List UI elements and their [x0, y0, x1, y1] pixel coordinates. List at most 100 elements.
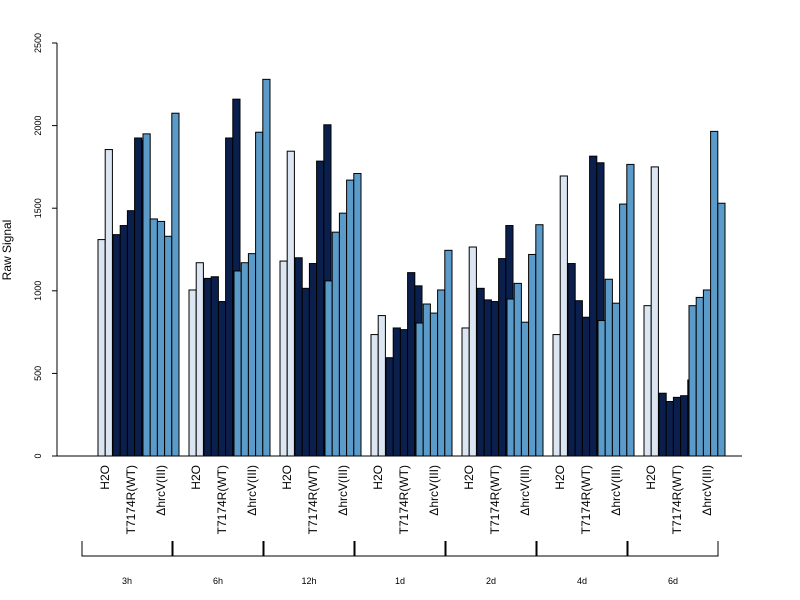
bar — [407, 272, 416, 457]
bar — [156, 220, 166, 457]
bar — [444, 249, 453, 457]
y-tick-label: 500 — [33, 366, 43, 381]
time-label: 4d — [577, 576, 587, 586]
treatment-label: ΔhrcV(III) — [154, 465, 168, 516]
y-tick-label: 1500 — [33, 198, 43, 218]
bar — [385, 357, 394, 457]
time-label: 12h — [301, 576, 316, 586]
bar — [490, 301, 500, 457]
y-axis-label: Raw Signal — [0, 220, 14, 281]
bar — [233, 270, 242, 457]
bar — [581, 316, 591, 457]
time-bracket — [172, 541, 264, 557]
time-bracket — [81, 541, 173, 557]
y-tick-label: 2000 — [33, 116, 43, 136]
bar — [665, 400, 674, 457]
bar — [134, 137, 143, 457]
treatment-label: ΔhrcV(III) — [427, 465, 441, 516]
bar — [574, 300, 583, 457]
bar — [217, 301, 227, 457]
bar — [506, 298, 515, 457]
bar — [422, 303, 431, 457]
treatment-label: ΔhrcV(III) — [518, 465, 532, 516]
bar — [535, 224, 544, 457]
bar — [195, 262, 204, 457]
bar — [286, 150, 295, 457]
bar — [604, 278, 613, 457]
bar — [626, 163, 635, 457]
bar — [104, 149, 113, 457]
bar — [552, 334, 561, 457]
bar — [415, 322, 424, 457]
time-label: 6h — [213, 576, 223, 586]
treatment-label: T7174R(WT) — [397, 465, 411, 534]
time-label: 6d — [668, 576, 678, 586]
bar — [188, 289, 197, 457]
bar — [717, 202, 726, 457]
bar — [331, 231, 340, 457]
bar — [429, 312, 439, 457]
bar — [294, 257, 303, 457]
bar — [520, 321, 530, 457]
treatment-label: T7174R(WT) — [124, 465, 138, 534]
bar — [377, 315, 386, 457]
bar — [589, 155, 598, 457]
bar — [247, 253, 257, 457]
treatment-label: H2O — [189, 465, 203, 490]
bar — [559, 175, 568, 457]
time-bracket — [354, 541, 446, 557]
bar — [210, 276, 219, 457]
bar — [392, 327, 401, 457]
y-tick-label: 0 — [33, 453, 43, 458]
time-bracket — [263, 541, 355, 557]
treatment-label: T7174R(WT) — [579, 465, 593, 534]
bar — [119, 225, 128, 457]
bar — [279, 260, 288, 457]
bar — [346, 179, 355, 457]
bar — [710, 130, 719, 457]
treatment-label: ΔhrcV(III) — [336, 465, 350, 516]
time-label: 3h — [122, 576, 132, 586]
bar — [672, 396, 682, 457]
bar — [611, 302, 621, 457]
bar — [126, 210, 136, 457]
treatment-label: ΔhrcV(III) — [700, 465, 714, 516]
bar — [528, 253, 537, 457]
treatment-label: H2O — [553, 465, 567, 490]
bar — [225, 137, 234, 457]
bar — [171, 112, 180, 457]
bar — [461, 327, 470, 457]
time-label: 2d — [486, 576, 496, 586]
y-tick-label: 1000 — [33, 281, 43, 301]
treatment-label: T7174R(WT) — [215, 465, 229, 534]
treatment-label: T7174R(WT) — [670, 465, 684, 534]
bar — [483, 299, 492, 457]
time-brackets: 3h 6h 12h 1d 2d 4d 6d — [81, 541, 719, 586]
bar — [142, 133, 151, 457]
bar — [353, 173, 362, 457]
bar — [399, 329, 409, 457]
bar — [567, 263, 576, 457]
bar — [513, 282, 522, 457]
bar — [476, 287, 485, 457]
bar — [262, 78, 271, 457]
bar — [97, 239, 106, 457]
bar — [619, 203, 628, 457]
treatment-label: H2O — [280, 465, 294, 490]
time-bracket — [445, 541, 537, 557]
bar — [324, 280, 333, 457]
bar — [301, 287, 310, 457]
treatment-label: H2O — [462, 465, 476, 490]
bar — [203, 277, 212, 457]
bar — [702, 289, 712, 457]
bar — [498, 258, 507, 457]
treatment-label: H2O — [98, 465, 112, 490]
bar — [468, 246, 477, 457]
bar — [597, 320, 606, 457]
bar — [643, 305, 652, 457]
bar — [437, 289, 446, 457]
time-bracket — [536, 541, 628, 557]
bar — [316, 160, 325, 457]
y-tick-label: 2500 — [33, 33, 43, 53]
